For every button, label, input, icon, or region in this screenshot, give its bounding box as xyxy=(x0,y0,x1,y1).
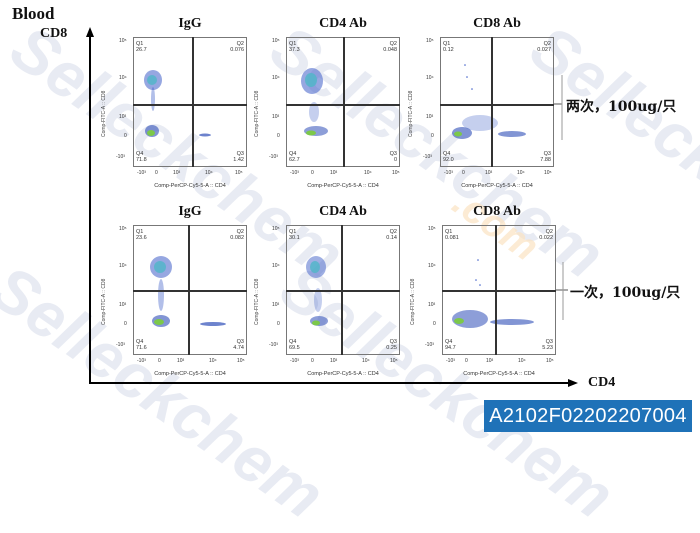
scatter-cells xyxy=(452,64,526,139)
column-title-igg: IgG xyxy=(178,16,202,31)
plot-x-label: Comp-PerCP-Cy5-5-A :: CD4 xyxy=(307,371,379,377)
q4-value: 62.7 xyxy=(289,157,300,163)
column-title-cd8-ab: CD8 Ab xyxy=(473,16,521,31)
column-title-cd8-ab: CD8 Ab xyxy=(473,204,521,219)
plot-y-label: Comp-FITC-A :: CD8 xyxy=(101,278,107,325)
scatter-cells xyxy=(150,256,226,327)
row-label-twice: 两次，100ug/只 xyxy=(566,99,677,115)
plot-y-label: Comp-FITC-A :: CD8 xyxy=(254,90,260,137)
q2-value: 0.022 xyxy=(539,235,553,241)
plot-y-label: Comp-FITC-A :: CD8 xyxy=(101,90,107,137)
plot-x-label: Comp-PerCP-Cy5-5-A :: CD4 xyxy=(461,183,533,189)
q4-value: 71.8 xyxy=(136,157,147,163)
y-axis-label: CD8 xyxy=(40,26,68,41)
q2-value: 0.048 xyxy=(383,47,397,53)
plot-x-label: Comp-PerCP-Cy5-5-A :: CD4 xyxy=(154,371,226,377)
q4-value: 69.5 xyxy=(289,345,300,351)
q4-value: 92.0 xyxy=(443,157,454,163)
row-label-once: 一次，100ug/只 xyxy=(570,285,681,301)
q1-value: 0.081 xyxy=(445,235,459,241)
q1-value: 0.12 xyxy=(443,47,454,53)
q3-value: 0.25 xyxy=(386,345,397,351)
q2-value: 0.14 xyxy=(386,235,397,241)
q4-value: 71.6 xyxy=(136,345,147,351)
flow-plot-row2-igg: Q1 23.6 Q2 0.082 Q3 4.74 Q4 71.6 Comp-PerCP-… xyxy=(101,225,247,377)
q4-value: 94.7 xyxy=(445,345,456,351)
q2-value: 0.082 xyxy=(230,235,244,241)
q3-value: 4.74 xyxy=(233,345,244,351)
column-title-cd4-ab: CD4 Ab xyxy=(319,204,367,219)
q1-value: 26.7 xyxy=(136,47,147,53)
x-axis-label: CD4 xyxy=(588,375,616,390)
scatter-cells xyxy=(306,256,328,326)
q1-value: 37.3 xyxy=(289,47,300,53)
plot-x-label: Comp-PerCP-Cy5-5-A :: CD4 xyxy=(154,183,226,189)
plot-y-label: Comp-FITC-A :: CD8 xyxy=(410,278,416,325)
figure-title: Blood xyxy=(12,4,55,23)
q1-value: 23.6 xyxy=(136,235,147,241)
q3-value: 1.42 xyxy=(233,157,244,163)
flow-plot-row1-cd4-ab: Q1 37.3 Q2 0.048 Q3 0 Q4 62.7 Comp-PerCP-Cy5… xyxy=(254,37,400,189)
scatter-cells xyxy=(452,259,534,328)
q3-value: 5.23 xyxy=(542,345,553,351)
q2-value: 0.076 xyxy=(230,47,244,53)
q2-value: 0.027 xyxy=(537,47,551,53)
q3-value: 7.88 xyxy=(540,157,551,163)
flow-plot-row2-cd8-ab: Q1 0.081 Q2 0.022 Q3 5.23 Q4 94.7 Comp-PerCP… xyxy=(410,225,556,377)
main-axes xyxy=(86,27,578,387)
column-title-igg: IgG xyxy=(178,204,202,219)
q1-value: 30.1 xyxy=(289,235,300,241)
flow-plot-row2-cd4-ab: Q1 30.1 Q2 0.14 Q3 0.25 Q4 69.5 Comp-PerCP-C… xyxy=(254,225,400,377)
flow-plot-row1-igg: Q1 26.7 Q2 0.076 Q3 1.42 Q4 71.8 Comp-PerCP-… xyxy=(101,37,247,189)
lot-number-badge: A2102F02202207004 xyxy=(484,400,692,432)
plot-x-label: Comp-PerCP-Cy5-5-A :: CD4 xyxy=(307,183,379,189)
q3-value: 0 xyxy=(393,157,397,163)
plot-y-label: Comp-FITC-A :: CD8 xyxy=(408,90,414,137)
plot-x-label: Comp-PerCP-Cy5-5-A :: CD4 xyxy=(463,371,535,377)
plot-y-label: Comp-FITC-A :: CD8 xyxy=(254,278,260,325)
scatter-cells xyxy=(301,68,328,136)
column-title-cd4-ab: CD4 Ab xyxy=(319,16,367,31)
flow-plot-row1-cd8-ab: Q1 0.12 Q2 0.027 Q3 7.88 Q4 92.0 Comp-PerCP-… xyxy=(408,37,554,189)
